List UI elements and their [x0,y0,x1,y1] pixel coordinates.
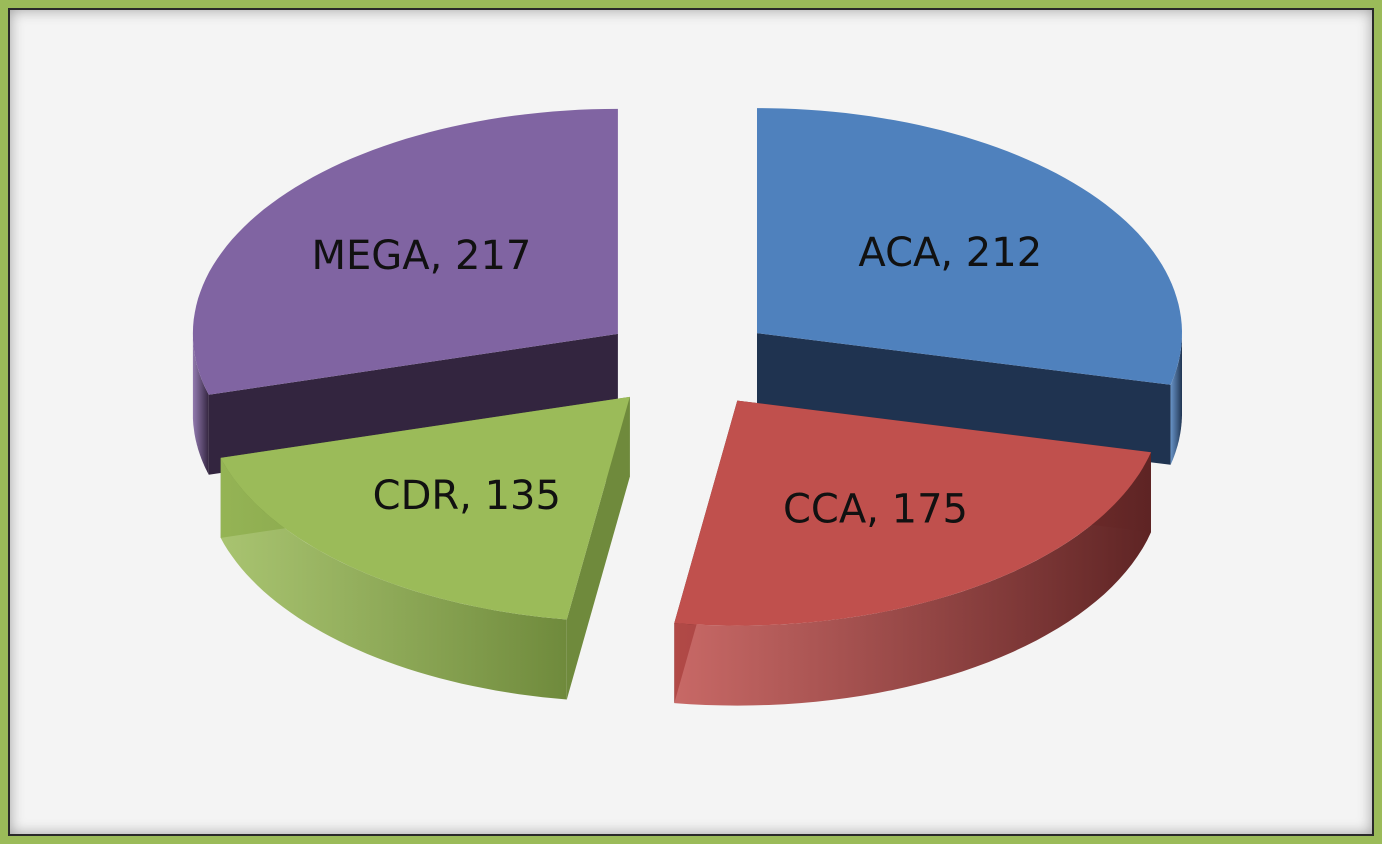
slice-side-aca [1170,333,1182,465]
data-label-aca: ACA, 212 [858,230,1042,276]
slice-cdr [220,396,630,620]
data-label-mega: MEGA, 217 [311,233,531,279]
data-label-cdr: CDR, 135 [373,473,561,519]
slice-cca [674,400,1151,626]
slice-side-cca [674,452,1151,706]
data-label-cca: CCA, 175 [783,487,968,533]
slice-wall-aca-1 [757,333,1171,465]
slice-aca [757,108,1182,385]
slice-side-cdr [220,457,567,700]
slice-side-mega [192,333,209,475]
slice-mega [192,108,618,395]
slice-wall-mega-0 [208,333,618,475]
